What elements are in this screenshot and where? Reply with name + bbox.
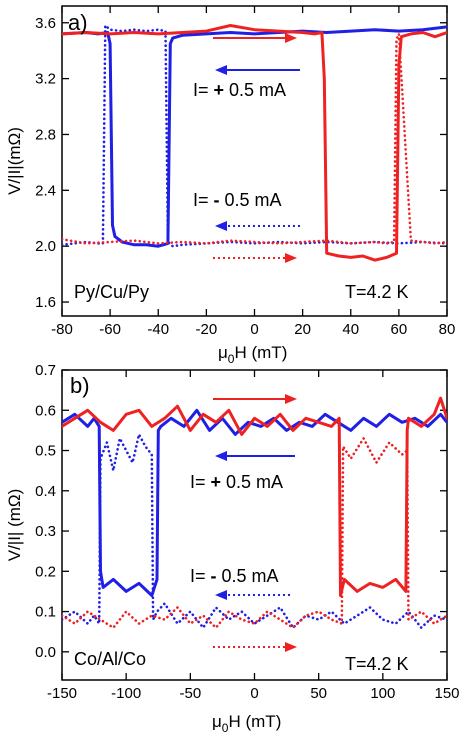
panel-a-xlabel-rest: H (mT)	[234, 343, 287, 362]
panel-b-series-red-solid	[62, 396, 447, 597]
panel-a-xlabel-mu: μ	[218, 343, 228, 362]
panel-a-arrowhead-red-dotted	[285, 253, 297, 263]
panel-a-xtick-label: -80	[51, 321, 73, 338]
panel-a-ann-neg-sign: -	[214, 190, 220, 210]
panel-b-arrowhead-red-dotted	[285, 642, 297, 652]
panel-a: -80 -60 -40 -20 0 20 40 60 801.62.02.42.83.23.6 …	[5, 5, 455, 366]
panel-b-plot	[62, 396, 447, 630]
panel-b-sample-label: Co/Al/Co	[74, 649, 146, 669]
panel-b-xlabel-mu: μ	[212, 712, 222, 731]
panel-b-arrowhead-red-solid	[285, 394, 297, 404]
panel-b-frame	[61, 369, 448, 681]
panel-b-ytick-label: 0.4	[35, 483, 56, 500]
panel-b-xlabel-rest: H (mT)	[228, 712, 281, 731]
panel-a-xtick-label: 80	[439, 321, 456, 338]
panel-b-ytick-label: 0.3	[35, 523, 56, 540]
panel-a-xtick-label: 40	[342, 321, 359, 338]
panel-b-ytick-label: 0.0	[35, 644, 56, 661]
panel-a-ytick-label: 3.2	[35, 71, 56, 88]
panel-a-xtick-label: 20	[294, 321, 311, 338]
panel-a-arrows	[213, 33, 300, 263]
panel-a-temperature-label: T=4.2 K	[345, 282, 409, 302]
panel-b-temperature-label: T=4.2 K	[345, 654, 409, 674]
panel-a-frame	[61, 5, 448, 317]
panel-b-series-blue-dotted	[62, 433, 447, 630]
panel-b-xtick-label: -100	[111, 685, 141, 702]
panel-a-y-axis-title: V/|I|(mΩ)	[5, 127, 24, 195]
panel-b-y-axis-title: V/|I| (mΩ)	[5, 489, 24, 562]
panel-b-arrows	[213, 394, 297, 652]
panel-b-ticks: -150 -100 -50 0 50 100 150 0.0 0.1 0.2 0.3 0.4 0.5 0.…	[35, 362, 459, 702]
panel-b-arrowhead-blue-dotted	[215, 590, 227, 600]
panel-a-arrowhead-blue-solid	[215, 65, 227, 75]
panel-b-ann-pos-prefix: I=	[190, 472, 211, 492]
panel-b-xtick-label: -150	[47, 685, 77, 702]
panel-b-xtick-label: -50	[179, 685, 201, 702]
panel-a-sample-label: Py/Cu/Py	[74, 282, 149, 302]
panel-a-xtick-label: -20	[196, 321, 218, 338]
panel-a-series-red-dotted	[62, 32, 447, 245]
panel-b-ann-neg-rest: 0.5 mA	[217, 566, 279, 586]
panel-b-label: b)	[70, 373, 90, 398]
panel-a-ytick-label: 2.4	[35, 182, 56, 199]
panel-a-xtick-label: -60	[99, 321, 121, 338]
panel-b-annotation-negative: I= - 0.5 mA	[190, 566, 279, 586]
panel-a-ann-pos-rest: 0.5 mA	[224, 80, 286, 100]
panel-a-x-axis-title: μ0H (mT)	[218, 343, 287, 366]
panel-b-ytick-label: 0.1	[35, 604, 56, 621]
panel-a-xtick-label: 60	[391, 321, 408, 338]
panel-a-series-blue-dotted	[62, 24, 447, 248]
panel-a-ytick-label: 2.0	[35, 238, 56, 255]
panel-b-xlabel-sub: 0	[222, 721, 229, 735]
panel-b-ytick-label: 0.7	[35, 362, 56, 379]
panel-b-annotation-positive: I= + 0.5 mA	[190, 472, 283, 492]
panel-b-ann-pos-rest: 0.5 mA	[221, 472, 283, 492]
panel-a-series-red-solid	[62, 24, 447, 262]
panel-a-series-blue-solid	[62, 25, 447, 248]
panel-a-ytick-label: 1.6	[35, 294, 56, 311]
panel-b-arrowhead-blue-solid	[215, 451, 227, 461]
panel-a-xtick-label: 0	[250, 321, 258, 338]
panel-a-ann-neg-rest: 0.5 mA	[220, 190, 282, 210]
panel-a-ticks: -80 -60 -40 -20 0 20 40 60 80 1.6 2.0 2.4 2.8 3.2 3.6	[35, 6, 455, 338]
panel-a-ann-neg-prefix: I=	[193, 190, 214, 210]
panel-b-xtick-label: 100	[370, 685, 395, 702]
panel-b-xtick-label: 50	[310, 685, 327, 702]
panel-b-ann-pos-sign: +	[211, 472, 222, 492]
panel-a-arrowhead-red-solid	[285, 33, 297, 43]
panel-b-xtick-label: 150	[434, 685, 459, 702]
panel-b-ytick-label: 0.2	[35, 563, 56, 580]
panel-a-label: a)	[68, 10, 88, 35]
panel-b-xtick-label: 0	[250, 685, 258, 702]
panel-b: -150 -100 -50 0 50 100 150 0.0 0.1 0.2 0.3 0.4 0.5 0.…	[5, 362, 460, 735]
panel-a-ytick-label: 3.6	[35, 15, 56, 32]
panel-b-x-axis-title: μ0H (mT)	[212, 712, 281, 735]
panel-b-ytick-label: 0.5	[35, 443, 56, 460]
panel-a-plot	[62, 24, 447, 262]
panel-a-annotation-negative: I= - 0.5 mA	[193, 190, 282, 210]
panel-a-xtick-label: -40	[147, 321, 169, 338]
panel-a-ann-pos-prefix: I=	[193, 80, 214, 100]
panel-a-xlabel-sub: 0	[228, 352, 235, 366]
panel-b-series-red-dotted	[62, 437, 447, 630]
panel-a-annotation-positive: I= + 0.5 mA	[193, 80, 286, 100]
panel-a-ytick-label: 2.8	[35, 126, 56, 143]
panel-b-ann-neg-sign: -	[211, 566, 217, 586]
panel-a-ann-pos-sign: +	[214, 80, 225, 100]
panel-b-ann-neg-prefix: I=	[190, 566, 211, 586]
panel-b-ytick-label: 0.6	[35, 402, 56, 419]
panel-a-arrowhead-blue-dotted	[215, 221, 227, 231]
